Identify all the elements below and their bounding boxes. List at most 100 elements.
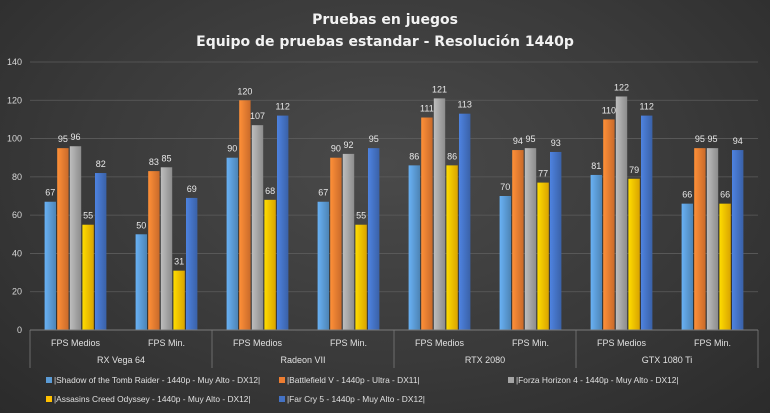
bar	[512, 150, 524, 330]
data-label: 66	[682, 190, 692, 200]
bars	[44, 96, 744, 331]
y-tick-label: 100	[7, 134, 22, 144]
data-label: 110	[602, 105, 616, 115]
bar	[732, 150, 744, 330]
data-label: 96	[70, 132, 80, 142]
bar	[421, 117, 433, 330]
y-tick-label: 120	[7, 95, 22, 105]
bar	[173, 270, 185, 330]
y-tick-label: 80	[12, 172, 22, 182]
data-label: 113	[458, 100, 472, 110]
data-label: 94	[733, 136, 743, 146]
bar	[277, 115, 289, 330]
data-label: 94	[513, 136, 523, 146]
data-label: 67	[45, 188, 55, 198]
bar	[590, 174, 602, 330]
legend-swatch	[508, 377, 514, 383]
data-label: 86	[409, 151, 419, 161]
data-label: 111	[420, 104, 434, 114]
data-label: 120	[237, 86, 252, 96]
data-label: 81	[591, 161, 601, 171]
bar	[368, 148, 380, 330]
legend-swatch	[46, 396, 52, 402]
data-label: 112	[276, 102, 290, 112]
bar	[330, 157, 342, 330]
bar	[681, 203, 693, 330]
bar	[550, 151, 562, 330]
legend-label: |Assasins Creed Odyssey - 1440p - Muy Al…	[54, 394, 251, 404]
chart-title: Pruebas en juegos	[312, 12, 458, 28]
bar	[44, 201, 56, 330]
legend-swatch	[279, 377, 285, 383]
x-tick-label: FPS Medios	[51, 338, 101, 348]
legend-label: |Shadow of the Tomb Raider - 1440p - Muy…	[54, 375, 260, 385]
bar	[446, 165, 458, 330]
data-label: 66	[720, 190, 730, 200]
data-label: 90	[227, 144, 237, 154]
y-axis-ticks: 0 20 40 60 80 100 120 140	[7, 57, 22, 335]
x-group-label: GTX 1080 Ti	[642, 355, 693, 365]
bar	[82, 224, 94, 330]
data-label: 112	[640, 102, 654, 112]
bar	[355, 224, 367, 330]
data-label: 55	[356, 211, 366, 221]
legend-swatch	[46, 377, 52, 383]
bar	[135, 234, 147, 330]
bar	[641, 115, 653, 330]
data-label: 95	[369, 134, 379, 144]
data-label: 122	[614, 82, 629, 92]
bar	[160, 167, 173, 330]
bar	[628, 178, 640, 330]
y-tick-label: 40	[12, 248, 22, 258]
bar	[95, 173, 107, 330]
y-tick-label: 60	[12, 210, 22, 220]
legend-swatch	[279, 396, 285, 402]
data-label: 86	[447, 151, 457, 161]
data-label: 95	[695, 134, 705, 144]
data-label: 92	[343, 140, 353, 150]
data-label: 68	[265, 186, 275, 196]
bar	[342, 153, 355, 330]
data-label: 121	[432, 84, 447, 94]
x-tick-label: FPS Min.	[512, 338, 549, 348]
bar	[433, 98, 446, 330]
bar	[264, 199, 276, 330]
data-label: 67	[318, 188, 328, 198]
data-label: 85	[161, 153, 171, 163]
legend-label: |Battlefield V - 1440p - Ultra - DX11|	[287, 375, 420, 385]
data-label: 107	[250, 111, 265, 121]
data-label: 79	[629, 165, 639, 175]
y-tick-label: 0	[17, 325, 22, 335]
x-group-label: Radeon VII	[280, 355, 325, 365]
bar	[148, 171, 160, 330]
legend-label: |Far Cry 5 - 1440p - Muy Alto - DX12|	[287, 394, 425, 404]
bar	[186, 197, 198, 330]
bar	[459, 113, 471, 330]
bar	[251, 125, 264, 331]
data-label: 77	[538, 169, 548, 179]
data-label: 70	[500, 182, 510, 192]
bar	[615, 96, 628, 330]
bar	[239, 100, 251, 331]
data-label: 95	[525, 134, 535, 144]
bar	[537, 182, 549, 330]
data-label: 93	[551, 138, 561, 148]
data-label: 50	[136, 220, 146, 230]
bar	[603, 119, 615, 330]
bar	[706, 148, 719, 330]
bar	[524, 148, 537, 330]
x-tick-label: FPS Min.	[694, 338, 731, 348]
bar	[69, 146, 82, 330]
x-group-label: RX Vega 64	[97, 355, 145, 365]
data-label: 90	[331, 144, 341, 154]
x-axis: FPS Medios FPS Min. FPS Medios FPS Min. FPS …	[29, 329, 759, 368]
legend-label: |Forza Horizon 4 - 1440p - Muy Alto - DX…	[516, 375, 679, 385]
bar	[317, 201, 329, 330]
data-label: 31	[174, 257, 184, 267]
y-tick-label: 140	[7, 57, 22, 67]
x-tick-label: FPS Medios	[597, 338, 647, 348]
x-tick-label: FPS Medios	[233, 338, 283, 348]
bar	[57, 148, 69, 330]
